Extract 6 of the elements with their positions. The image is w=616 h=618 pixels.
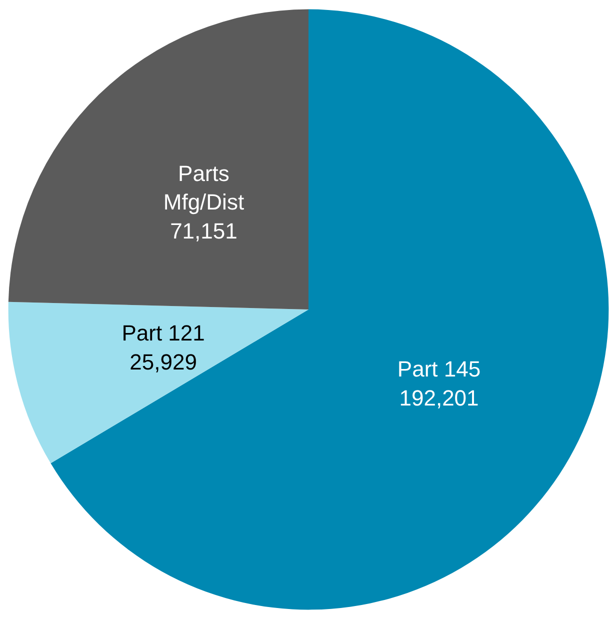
data-label: 192,201 [399, 385, 479, 410]
data-label: 71,151 [170, 218, 238, 244]
slice-label: Part 145 [397, 356, 481, 382]
slice-label: Part 121 [122, 320, 205, 346]
data-label: 25,929 [130, 349, 197, 374]
slice-label: Parts Mfg/Dist [163, 160, 244, 215]
